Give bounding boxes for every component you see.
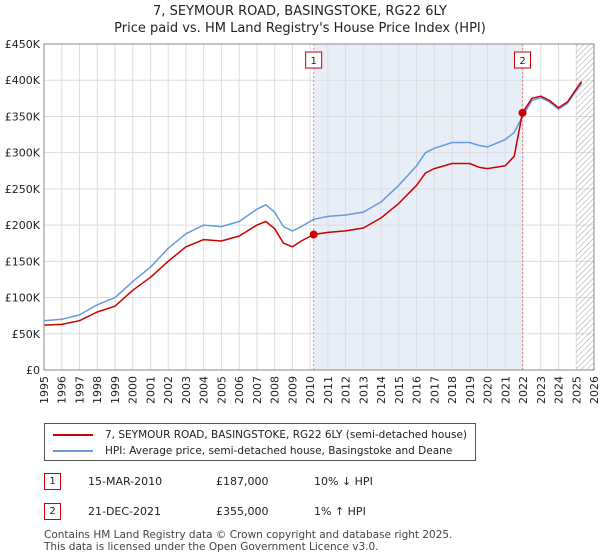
x-tick-label: 2017 (428, 376, 441, 404)
y-tick-label: £100K (5, 292, 41, 305)
y-tick-label: £150K (5, 255, 41, 268)
legend-label-hpi: HPI: Average price, semi-detached house,… (105, 445, 453, 457)
x-tick-label: 1995 (38, 376, 51, 404)
transaction-date: 15-MAR-2010 (88, 475, 163, 488)
price-chart: £0 £50K £100K £150K £200K £250K £300K £350K £400… (5, 38, 600, 404)
x-tick-label: 2010 (304, 376, 317, 404)
y-tick-label: £250K (5, 183, 41, 196)
sale-point (309, 230, 318, 239)
forecast-hatch (576, 44, 594, 370)
title-line-1: 7, SEYMOUR ROAD, BASINGSTOKE, RG22 6LY (153, 4, 447, 19)
legend-line-hpi (53, 450, 93, 452)
legend-item-property: 7, SEYMOUR ROAD, BASINGSTOKE, RG22 6LY (… (53, 428, 467, 442)
y-tick-label: £450K (5, 38, 41, 51)
x-tick-label: 2026 (588, 376, 600, 404)
plot-frame (43, 43, 595, 371)
transaction-badge: 2 (44, 503, 61, 520)
y-tick-label: £350K (5, 110, 41, 123)
property-price-line (43, 81, 583, 326)
x-tick-label: 1999 (109, 376, 122, 404)
x-tick-label: 2022 (517, 376, 530, 404)
sale-point (518, 108, 527, 117)
y-tick-label: £400K (5, 74, 41, 87)
x-tick-label: 2011 (322, 376, 335, 404)
legend-line-property (53, 434, 93, 436)
legend: 7, SEYMOUR ROAD, BASINGSTOKE, RG22 6LY (… (44, 423, 476, 461)
sale-label-number: 1 (310, 56, 316, 67)
x-tick-label: 2021 (499, 376, 512, 404)
x-tick-label: 2013 (357, 376, 370, 404)
shaded-period (313, 44, 523, 370)
x-tick-label: 2000 (127, 376, 140, 404)
x-tick-label: 2019 (464, 376, 477, 404)
x-tick-label: 2020 (482, 376, 495, 404)
y-tick-label: £200K (5, 219, 41, 232)
x-tick-label: 2025 (570, 376, 583, 404)
y-tick-label: £0 (26, 364, 40, 377)
footer-line-1: Contains HM Land Registry data © Crown c… (44, 529, 453, 541)
transaction-badge: 1 (44, 473, 61, 490)
x-tick-label: 1996 (56, 376, 69, 404)
x-tick-label: 2002 (162, 376, 175, 404)
x-tick-label: 2012 (340, 376, 353, 404)
x-tick-label: 2005 (215, 376, 228, 404)
x-tick-label: 2004 (198, 376, 211, 404)
x-tick-label: 2001 (144, 376, 157, 404)
x-tick-label: 1998 (91, 376, 104, 404)
x-tick-label: 2018 (446, 376, 459, 404)
legend-item-hpi: HPI: Average price, semi-detached house,… (53, 444, 452, 458)
legend-label-property: 7, SEYMOUR ROAD, BASINGSTOKE, RG22 6LY (… (105, 429, 468, 441)
transaction-price: £355,000 (216, 505, 269, 518)
x-tick-label: 1997 (73, 376, 86, 404)
x-tick-label: 2008 (269, 376, 282, 404)
y-tick-label: £300K (5, 147, 41, 160)
transaction-date: 21-DEC-2021 (88, 505, 162, 518)
x-tick-label: 2016 (411, 376, 424, 404)
sale-label-box (305, 51, 323, 69)
x-tick-label: 2014 (375, 376, 388, 404)
footer-line-2: This data is licensed under the Open Gov… (44, 541, 379, 553)
x-tick-label: 2006 (233, 376, 246, 404)
x-tick-label: 2015 (393, 376, 406, 404)
chart-title: 7, SEYMOUR ROAD, BASINGSTOKE, RG22 6LY P… (0, 3, 600, 37)
footer: Contains HM Land Registry data © Crown c… (44, 529, 584, 553)
sale-label-number: 2 (519, 56, 525, 67)
title-line-2: Price paid vs. HM Land Registry's House … (114, 21, 486, 36)
x-tick-label: 2007 (251, 376, 264, 404)
x-tick-label: 2003 (180, 376, 193, 404)
x-tick-label: 2023 (535, 376, 548, 404)
transaction-hpi-diff: 1% ↑ HPI (314, 505, 366, 518)
sale-label-box (514, 51, 531, 69)
transaction-price: £187,000 (216, 475, 269, 488)
x-tick-label: 2009 (286, 376, 299, 404)
transaction-hpi-diff: 10% ↓ HPI (314, 475, 373, 488)
y-tick-label: £50K (12, 328, 41, 341)
x-tick-label: 2024 (553, 376, 566, 404)
